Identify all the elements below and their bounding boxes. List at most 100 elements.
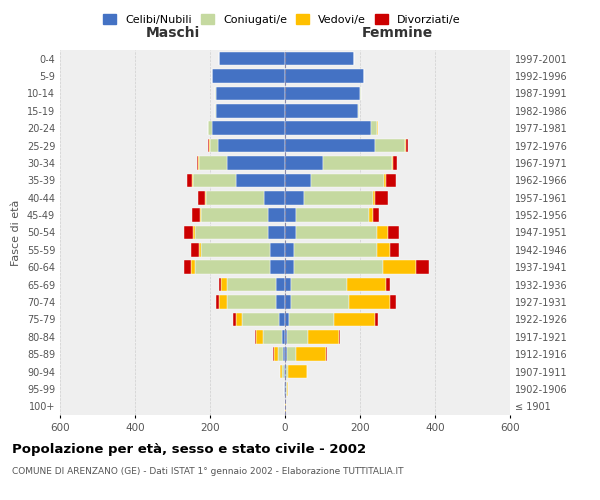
Bar xyxy=(393,156,397,170)
Bar xyxy=(360,86,361,100)
Bar xyxy=(184,260,191,274)
Bar xyxy=(210,139,218,152)
Bar xyxy=(285,86,360,100)
Bar xyxy=(206,191,265,204)
Bar xyxy=(270,260,285,274)
Bar xyxy=(289,312,334,326)
Bar xyxy=(326,348,327,361)
Bar xyxy=(195,226,268,239)
Bar xyxy=(386,278,390,291)
Bar xyxy=(347,278,386,291)
Bar xyxy=(286,382,287,396)
Bar xyxy=(285,139,375,152)
Bar xyxy=(388,226,400,239)
Text: Femmine: Femmine xyxy=(362,26,433,40)
Bar xyxy=(375,312,378,326)
Bar xyxy=(285,365,286,378)
Bar xyxy=(296,226,377,239)
Bar xyxy=(386,174,395,187)
Bar xyxy=(199,208,200,222)
Bar xyxy=(334,312,375,326)
Bar xyxy=(193,174,236,187)
Bar xyxy=(184,226,193,239)
Bar xyxy=(284,365,285,378)
Bar xyxy=(416,260,430,274)
Bar xyxy=(296,208,370,222)
Bar xyxy=(358,104,359,118)
Bar xyxy=(265,191,285,204)
Bar xyxy=(191,260,195,274)
Bar xyxy=(220,295,227,309)
Bar xyxy=(285,191,304,204)
Bar xyxy=(275,295,285,309)
Bar xyxy=(377,243,390,256)
Bar xyxy=(377,226,388,239)
Bar xyxy=(233,312,236,326)
Bar xyxy=(263,330,282,344)
Bar xyxy=(295,260,383,274)
Text: Maschi: Maschi xyxy=(145,26,200,40)
Bar xyxy=(349,295,390,309)
Bar xyxy=(277,348,283,361)
Bar xyxy=(215,295,220,309)
Bar xyxy=(283,348,285,361)
Bar xyxy=(285,122,371,135)
Bar xyxy=(199,243,200,256)
Bar xyxy=(227,156,285,170)
Bar xyxy=(208,122,212,135)
Bar xyxy=(290,278,347,291)
Bar xyxy=(285,226,296,239)
Bar xyxy=(275,278,285,291)
Bar xyxy=(197,156,199,170)
Bar xyxy=(290,295,349,309)
Bar xyxy=(285,260,295,274)
Bar xyxy=(218,139,285,152)
Bar xyxy=(236,174,285,187)
Bar xyxy=(287,348,296,361)
Bar xyxy=(285,156,323,170)
Bar xyxy=(390,243,400,256)
Bar xyxy=(280,312,285,326)
Bar xyxy=(288,365,307,378)
Bar xyxy=(200,208,268,222)
Bar xyxy=(287,330,308,344)
Bar xyxy=(215,104,285,118)
Bar xyxy=(373,191,375,204)
Bar xyxy=(308,330,340,344)
Bar xyxy=(195,260,270,274)
Bar xyxy=(212,122,285,135)
Bar xyxy=(193,226,195,239)
Bar xyxy=(220,52,285,66)
Bar xyxy=(392,156,393,170)
Bar xyxy=(209,139,210,152)
Bar xyxy=(287,382,289,396)
Bar xyxy=(286,365,288,378)
Bar xyxy=(370,208,373,222)
Bar xyxy=(280,365,282,378)
Bar xyxy=(268,226,285,239)
Bar xyxy=(406,139,408,152)
Bar xyxy=(282,330,285,344)
Bar xyxy=(270,243,285,256)
Bar xyxy=(285,348,287,361)
Bar xyxy=(285,174,311,187)
Text: COMUNE DI ARENZANO (GE) - Dati ISTAT 1° gennaio 2002 - Elaborazione TUTTITALIA.I: COMUNE DI ARENZANO (GE) - Dati ISTAT 1° … xyxy=(12,468,404,476)
Bar xyxy=(285,382,286,396)
Bar xyxy=(199,156,227,170)
Bar xyxy=(221,278,227,291)
Bar xyxy=(383,260,416,274)
Bar xyxy=(192,208,199,222)
Bar xyxy=(285,104,358,118)
Bar xyxy=(255,330,256,344)
Bar xyxy=(285,330,287,344)
Bar xyxy=(200,243,270,256)
Text: Popolazione per età, sesso e stato civile - 2002: Popolazione per età, sesso e stato civil… xyxy=(12,442,366,456)
Bar xyxy=(285,295,290,309)
Bar xyxy=(191,243,199,256)
Bar xyxy=(215,86,285,100)
Legend: Celibi/Nubili, Coniugati/e, Vedovi/e, Divorziati/e: Celibi/Nubili, Coniugati/e, Vedovi/e, Di… xyxy=(100,10,464,28)
Bar xyxy=(405,139,406,152)
Bar xyxy=(205,191,206,204)
Bar xyxy=(268,208,285,222)
Bar xyxy=(284,382,285,396)
